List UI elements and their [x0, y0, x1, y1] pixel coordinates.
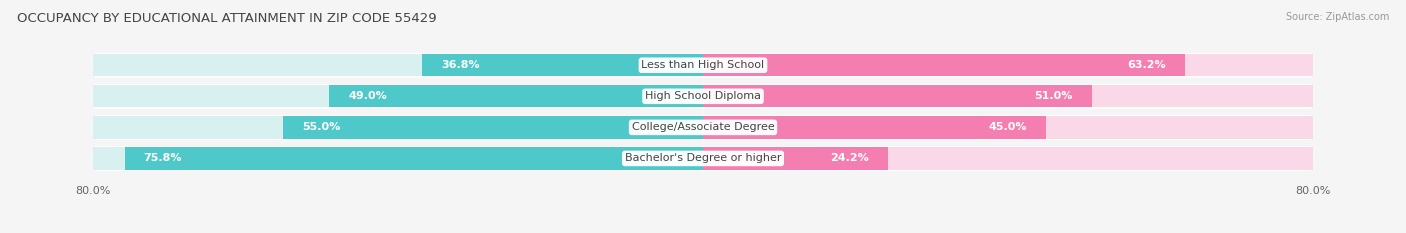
Text: 63.2%: 63.2%: [1128, 60, 1166, 70]
Bar: [703, 116, 1046, 139]
Bar: [93, 85, 703, 107]
Bar: [125, 147, 703, 170]
Bar: [703, 85, 1313, 107]
Bar: [93, 116, 703, 139]
Bar: [422, 54, 703, 76]
Bar: [703, 54, 1185, 76]
Text: Bachelor's Degree or higher: Bachelor's Degree or higher: [624, 154, 782, 163]
Bar: [93, 147, 703, 170]
FancyBboxPatch shape: [93, 53, 1313, 78]
Text: OCCUPANCY BY EDUCATIONAL ATTAINMENT IN ZIP CODE 55429: OCCUPANCY BY EDUCATIONAL ATTAINMENT IN Z…: [17, 12, 436, 25]
FancyBboxPatch shape: [93, 146, 1313, 171]
Text: 51.0%: 51.0%: [1035, 91, 1073, 101]
Text: 24.2%: 24.2%: [830, 154, 869, 163]
Bar: [329, 85, 703, 107]
Text: Less than High School: Less than High School: [641, 60, 765, 70]
Legend: Owner-occupied, Renter-occupied: Owner-occupied, Renter-occupied: [586, 230, 820, 233]
Bar: [93, 54, 703, 76]
Bar: [703, 147, 1313, 170]
FancyBboxPatch shape: [93, 115, 1313, 140]
Bar: [703, 85, 1092, 107]
Bar: [703, 116, 1313, 139]
FancyBboxPatch shape: [93, 84, 1313, 109]
Bar: [284, 116, 703, 139]
Text: 49.0%: 49.0%: [349, 91, 387, 101]
Text: Source: ZipAtlas.com: Source: ZipAtlas.com: [1285, 12, 1389, 22]
Text: High School Diploma: High School Diploma: [645, 91, 761, 101]
Text: 45.0%: 45.0%: [988, 122, 1028, 132]
Text: 75.8%: 75.8%: [143, 154, 183, 163]
Text: 55.0%: 55.0%: [302, 122, 340, 132]
Text: 36.8%: 36.8%: [441, 60, 479, 70]
Bar: [703, 147, 887, 170]
Bar: [703, 54, 1313, 76]
Text: College/Associate Degree: College/Associate Degree: [631, 122, 775, 132]
